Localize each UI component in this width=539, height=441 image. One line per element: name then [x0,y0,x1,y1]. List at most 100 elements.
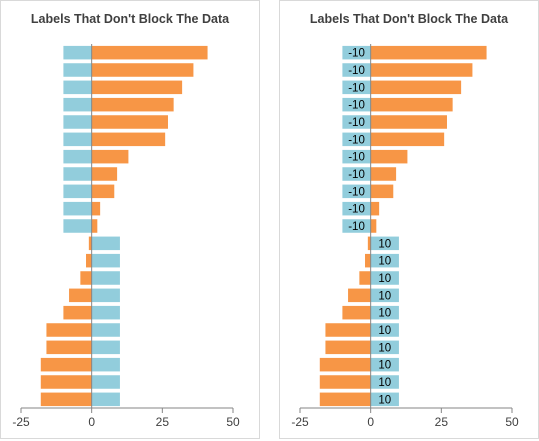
helper-bar-15 [370,288,399,303]
helper-bar-17 [370,323,399,337]
helper-bar-20 [370,375,399,389]
helper-bar-12 [91,236,120,251]
helper-bar-11 [342,219,371,233]
helper-bar-17 [91,323,120,337]
data-bar-14 [359,271,371,285]
helper-bar-6 [342,132,371,147]
data-bar-9 [370,184,394,199]
helper-data-label-9: -10 [348,186,365,198]
data-bar-10 [91,201,101,216]
helper-bar-9 [342,184,371,199]
helper-data-label-11: -10 [348,221,365,233]
helper-data-label-7: -10 [348,152,365,164]
helper-data-label-10: -10 [348,204,365,216]
helper-data-label-4: -10 [348,100,365,112]
x-tick-label-3: 25 [156,415,170,429]
data-bar-21 [319,392,371,407]
helper-bar-3 [342,80,371,95]
helper-bar-12 [370,236,399,251]
helper-bar-18 [370,340,399,355]
helper-bar-15 [91,288,120,303]
data-bar-5 [370,115,447,129]
x-tick-label-4: 50 [226,415,240,429]
helper-bar-10 [342,201,371,216]
data-bar-15 [348,288,371,303]
helper-bar-19 [91,357,120,372]
data-bar-11 [91,219,98,233]
data-bar-7 [370,149,408,164]
helper-bar-1 [342,45,371,60]
helper-data-label-20: 10 [378,377,391,389]
data-bar-12 [88,236,92,251]
data-bar-8 [91,167,118,181]
helper-bar-21 [370,392,399,407]
data-bar-8 [370,167,397,181]
helper-bar-7 [342,149,371,164]
helper-data-label-21: 10 [378,394,391,406]
chart-title-right: Labels That Don't Block The Data [309,12,509,26]
helper-bar-7 [63,149,92,164]
helper-bar-1 [63,45,92,60]
data-bar-6 [91,132,166,147]
data-bar-20 [319,375,371,389]
helper-bar-6 [63,132,92,147]
data-bar-18 [325,340,371,355]
helper-bar-9 [63,184,92,199]
helper-bar-18 [91,340,120,355]
data-bar-1 [91,45,208,60]
helper-data-label-6: -10 [348,134,365,146]
chart-panel-left: Labels That Don't Block The Data -25 0 25 5… [0,0,260,439]
helper-data-label-17: 10 [378,325,391,337]
chart-plot-left: -25 0 25 50 [12,44,240,429]
data-bar-17 [46,323,92,337]
x-tick-label-4: 50 [505,415,519,429]
data-bar-2 [91,63,194,77]
helper-data-label-2: -10 [348,65,365,77]
data-bar-4 [91,97,174,112]
helper-data-label-1: -10 [348,48,365,60]
helper-data-label-14: 10 [378,273,391,285]
helper-bar-14 [91,271,120,285]
helper-bar-19 [370,357,399,372]
helper-bar-2 [342,63,371,77]
data-bar-13 [365,253,371,268]
data-bar-21 [40,392,92,407]
helper-bar-20 [91,375,120,389]
x-tick-label-1: -25 [291,415,309,429]
data-bar-18 [46,340,92,355]
data-bar-10 [370,201,380,216]
data-bar-4 [370,97,453,112]
data-bar-3 [91,80,183,95]
data-bar-19 [40,357,92,372]
helper-bar-14 [370,271,399,285]
data-bar-11 [370,219,377,233]
data-bar-5 [91,115,168,129]
helper-bar-16 [370,305,399,320]
data-bar-9 [91,184,115,199]
data-bar-19 [319,357,371,372]
helper-bar-11 [63,219,92,233]
helper-data-label-3: -10 [348,82,365,94]
helper-data-label-5: -10 [348,117,365,129]
data-bar-6 [370,132,445,147]
chart-plot-right: -25 0 25 50 -10 -10 -10 -10 -10 -10 -10 -10 -10 -10 -1… [291,44,519,429]
x-tick-label-2: 0 [367,415,374,429]
helper-bar-5 [63,115,92,129]
x-tick-label-2: 0 [88,415,95,429]
helper-data-label-18: 10 [378,342,391,354]
helper-bar-21 [91,392,120,407]
x-tick-label-3: 25 [435,415,449,429]
data-bar-2 [370,63,473,77]
helper-bar-4 [342,97,371,112]
chart-panel-right: Labels That Don't Block The Data -25 0 25 5… [279,0,539,439]
helper-data-label-8: -10 [348,169,365,181]
data-bar-20 [40,375,92,389]
chart-title-left: Labels That Don't Block The Data [30,12,230,26]
data-bar-13 [86,253,92,268]
helper-bar-8 [342,167,371,181]
helper-bar-13 [91,253,120,268]
data-bar-1 [370,45,487,60]
helper-data-label-19: 10 [378,360,391,372]
x-tick-label-1: -25 [12,415,30,429]
data-bar-12 [367,236,371,251]
